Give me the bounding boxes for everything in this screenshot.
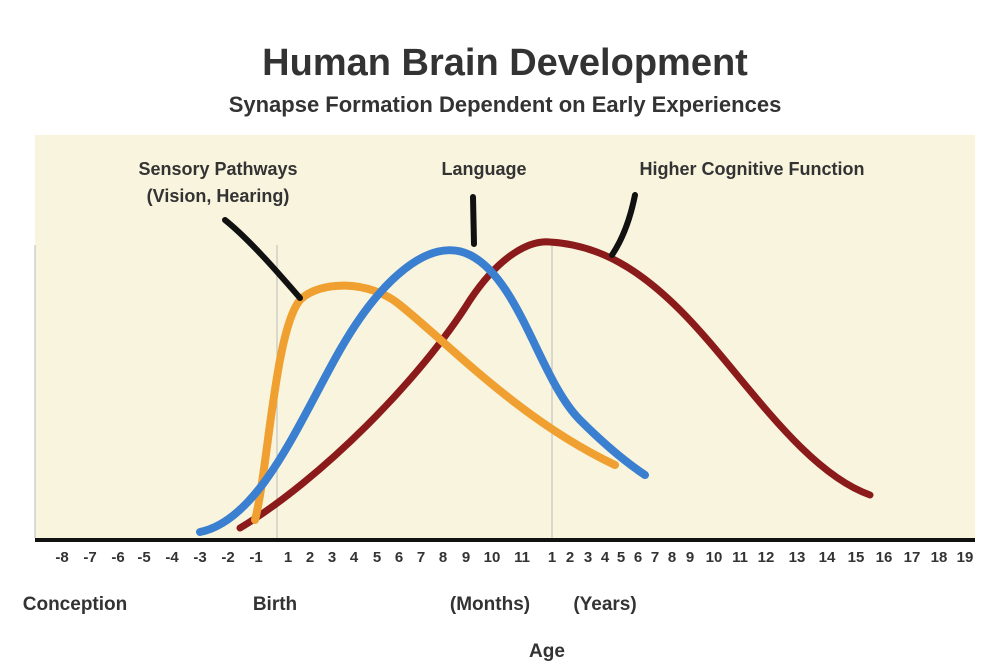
callout xyxy=(222,217,303,301)
tick-label: 6 xyxy=(395,549,403,566)
tick-label: 2 xyxy=(306,549,314,566)
curve-label: (Vision, Hearing) xyxy=(147,186,290,206)
callout xyxy=(470,194,477,247)
tick-label: 7 xyxy=(417,549,425,566)
landmark-label: Birth xyxy=(253,594,297,615)
tick-label: 6 xyxy=(634,549,642,566)
tick-label: 9 xyxy=(686,549,694,566)
tick-label: 5 xyxy=(373,549,381,566)
curve-label: Higher Cognitive Function xyxy=(640,159,865,179)
tick-label: 7 xyxy=(651,549,659,566)
tick-label: 2 xyxy=(566,549,574,566)
tick-label: 10 xyxy=(484,549,501,566)
tick-label: -1 xyxy=(249,549,262,566)
tick-label: 18 xyxy=(931,549,948,566)
tick-label: 3 xyxy=(328,549,336,566)
tick-label: 16 xyxy=(876,549,893,566)
tick-label: 4 xyxy=(350,549,359,566)
tick-label: 13 xyxy=(789,549,806,566)
tick-group: -8 -7 -6 -5 -4 -3 -2 -1 1 2 3 4 5 6 7 8 9 10 11 1 2 3 4 5 6 7 8 9 10… xyxy=(55,549,973,566)
tick-label: 19 xyxy=(957,549,974,566)
tick-label: 14 xyxy=(819,549,836,566)
tick-label: 10 xyxy=(706,549,723,566)
tick-label: 1 xyxy=(284,549,292,566)
curve-label: Sensory Pathways xyxy=(138,159,297,179)
tick-label: 1 xyxy=(548,549,556,566)
subtitle: Synapse Formation Dependent on Early Exp… xyxy=(229,92,782,117)
tick-label: -5 xyxy=(137,549,150,566)
plot-background xyxy=(35,135,975,538)
tick-label: -6 xyxy=(111,549,124,566)
tick-label: 5 xyxy=(617,549,625,566)
tick-label: 11 xyxy=(514,549,530,566)
axis-title: Age xyxy=(529,641,565,662)
tick-label: 8 xyxy=(668,549,676,566)
curve-label: Language xyxy=(441,159,526,179)
callout xyxy=(609,192,638,258)
tick-label: -3 xyxy=(193,549,206,566)
title: Human Brain Development xyxy=(262,42,748,84)
tick-label: 15 xyxy=(848,549,865,566)
tick-label: 9 xyxy=(462,549,470,566)
tick-label: -7 xyxy=(83,549,96,566)
tick-label: 3 xyxy=(584,549,592,566)
tick-label: -4 xyxy=(165,549,179,566)
tick-label: 12 xyxy=(758,549,775,566)
tick-label: 4 xyxy=(601,549,610,566)
landmark-label: (Years) xyxy=(573,594,636,615)
tick-label: 17 xyxy=(904,549,921,566)
landmark-label: (Months) xyxy=(450,594,530,615)
landmark-label: Conception xyxy=(23,594,128,615)
tick-label: -8 xyxy=(55,549,68,566)
curve-language xyxy=(196,246,649,536)
curve-sensory xyxy=(251,281,619,524)
tick-label: 8 xyxy=(439,549,447,566)
curve-cognitive xyxy=(236,238,874,532)
tick-label: -2 xyxy=(221,549,234,566)
tick-label: 11 xyxy=(732,549,748,566)
